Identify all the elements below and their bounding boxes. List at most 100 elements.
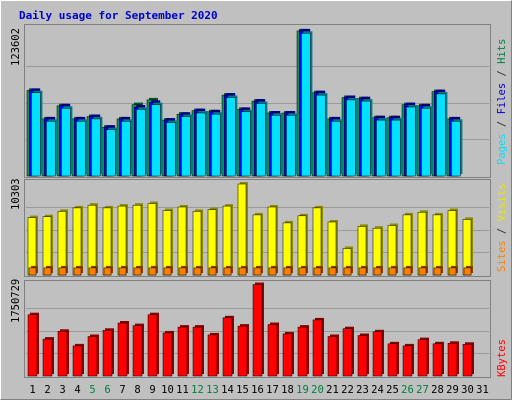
x-tick-label: 19 bbox=[296, 384, 309, 396]
bar-pages bbox=[106, 129, 116, 177]
bar-pages bbox=[31, 92, 41, 177]
x-tick-label: 5 bbox=[89, 384, 95, 396]
bar-sites bbox=[133, 267, 142, 276]
x-tick-label: 9 bbox=[149, 384, 155, 396]
bar-sites bbox=[343, 267, 352, 276]
axis-label-visits: Visits bbox=[496, 183, 508, 221]
x-tick-label: 21 bbox=[326, 384, 339, 396]
x-tick-label: 29 bbox=[446, 384, 459, 396]
x-tick-label: 8 bbox=[134, 384, 140, 396]
bar-pages bbox=[196, 112, 206, 177]
axis-label-pages: Pages bbox=[496, 133, 508, 165]
bar-pages bbox=[226, 97, 236, 177]
bar-pages bbox=[211, 113, 221, 177]
bar-sites bbox=[178, 267, 187, 276]
bar-kbytes bbox=[57, 331, 68, 377]
bar-pages bbox=[421, 107, 431, 177]
bar-sites bbox=[88, 267, 97, 276]
bar-sites bbox=[28, 267, 37, 276]
bar-sites bbox=[463, 267, 472, 276]
x-tick-label: 17 bbox=[266, 384, 279, 396]
bar-visits bbox=[267, 206, 277, 276]
chart-title: Daily usage for September 2020 bbox=[19, 9, 218, 22]
bot-max-label: 1750729 bbox=[10, 279, 22, 323]
panel-frame-mid bbox=[24, 179, 491, 277]
x-tick-labels: 1 2 3 4 5 6 7 8 9 10 11 12 13 14 15 16 17 18 19 20 21 22 23 24 2… bbox=[29, 384, 488, 396]
bar-kbytes bbox=[297, 326, 308, 377]
bar-kbytes bbox=[372, 331, 383, 377]
bar-visits bbox=[102, 207, 112, 276]
bar-pages bbox=[91, 118, 101, 177]
bar-sites bbox=[313, 267, 322, 276]
bar-kbytes bbox=[462, 344, 473, 377]
top-max-label: 123602 bbox=[10, 28, 22, 66]
bar-pages bbox=[301, 33, 311, 177]
bar-sites bbox=[283, 267, 292, 276]
bar-pages bbox=[241, 111, 251, 177]
x-tick-label: 28 bbox=[431, 384, 444, 396]
x-tick-label: 31 bbox=[476, 384, 489, 396]
axis-label-sep: / bbox=[496, 221, 508, 240]
bar-visits bbox=[192, 211, 202, 276]
axis-label-hits: Hits bbox=[496, 39, 508, 64]
axis-label-files: Files bbox=[496, 83, 508, 115]
x-tick-label: 10 bbox=[161, 384, 174, 396]
bar-pages bbox=[61, 107, 71, 177]
bot-axis-label: KBytes bbox=[496, 339, 508, 377]
bar-visits bbox=[207, 209, 217, 276]
bar-sites bbox=[118, 267, 127, 276]
x-tick-label: 4 bbox=[74, 384, 80, 396]
bar-kbytes bbox=[357, 335, 368, 377]
bar-sites bbox=[403, 267, 412, 276]
bar-pages bbox=[406, 106, 416, 177]
x-tick-label: 2 bbox=[44, 384, 50, 396]
bar-pages bbox=[46, 121, 56, 177]
bar-sites bbox=[148, 267, 157, 276]
bar-sites bbox=[58, 267, 67, 276]
bar-pages bbox=[331, 121, 341, 177]
axis-label-sep: / bbox=[496, 64, 508, 83]
bar-sites bbox=[73, 267, 82, 276]
axis-label-kbytes: KBytes bbox=[496, 339, 508, 377]
bar-sites bbox=[328, 267, 337, 276]
bar-sites bbox=[388, 267, 397, 276]
bar-sites bbox=[268, 267, 277, 276]
bar-sites bbox=[433, 267, 442, 276]
bar-kbytes bbox=[252, 284, 263, 377]
x-tick-label: 30 bbox=[461, 384, 474, 396]
axis-label-sep: / bbox=[496, 114, 508, 133]
x-tick-label: 26 bbox=[401, 384, 414, 396]
bar-kbytes bbox=[162, 332, 173, 377]
top-axis-label: Pages / Files / Hits bbox=[496, 39, 508, 165]
bar-kbytes bbox=[72, 345, 83, 377]
bar-pages bbox=[361, 100, 371, 177]
bar-pages bbox=[256, 103, 266, 177]
bar-kbytes bbox=[42, 338, 53, 377]
mid-max-label: 10303 bbox=[10, 178, 22, 210]
bar-kbytes bbox=[432, 343, 443, 377]
bar-visits bbox=[57, 211, 67, 276]
bar-kbytes bbox=[192, 326, 203, 377]
bar-sites bbox=[193, 267, 202, 276]
bar-sites bbox=[418, 267, 427, 276]
x-tick-label: 24 bbox=[371, 384, 384, 396]
x-tick-label: 22 bbox=[341, 384, 354, 396]
bar-sites bbox=[298, 267, 307, 276]
bar-visits bbox=[417, 212, 427, 276]
bar-pages bbox=[376, 119, 386, 177]
bar-kbytes bbox=[447, 343, 458, 377]
x-tick-label: 20 bbox=[311, 384, 324, 396]
bar-kbytes bbox=[177, 326, 188, 377]
bar-sites bbox=[163, 267, 172, 276]
x-tick-label: 13 bbox=[206, 384, 219, 396]
bar-visits bbox=[147, 203, 157, 276]
bar-sites bbox=[208, 267, 217, 276]
x-tick-label: 11 bbox=[176, 384, 189, 396]
bar-sites bbox=[43, 267, 52, 276]
bar-kbytes bbox=[117, 322, 128, 377]
panel-frame-top bbox=[24, 24, 491, 178]
bar-pages bbox=[271, 115, 281, 177]
x-tick-label: 15 bbox=[236, 384, 249, 396]
bar-sites bbox=[103, 267, 112, 276]
x-tick-label: 18 bbox=[281, 384, 294, 396]
